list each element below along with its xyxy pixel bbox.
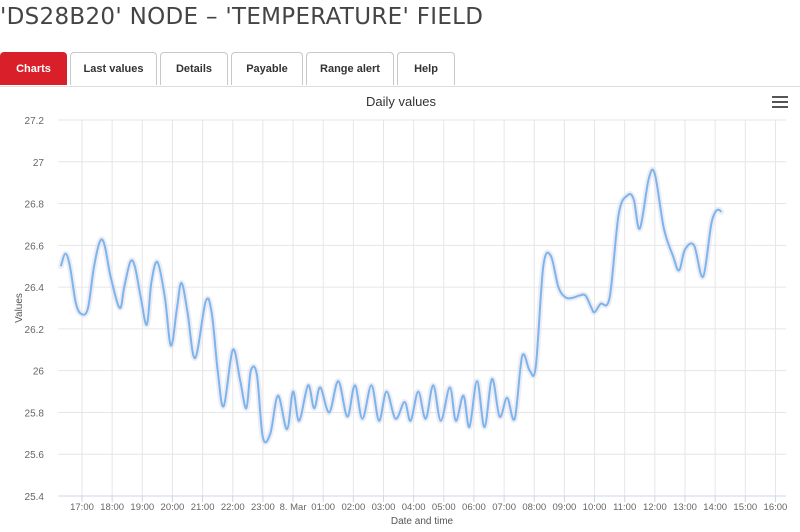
x-tick-label: 12:00 xyxy=(643,502,667,513)
x-tick-label: 20:00 xyxy=(161,502,185,513)
y-tick-label: 26.4 xyxy=(25,283,45,294)
x-tick-label: 18:00 xyxy=(100,502,124,513)
x-tick-label: 05:00 xyxy=(432,502,456,513)
y-tick-label: 25.4 xyxy=(25,492,45,503)
tab-bar: Charts Last values Details Payable Range… xyxy=(0,52,800,87)
x-tick-label: 07:00 xyxy=(492,502,516,513)
tab-last-values[interactable]: Last values xyxy=(70,52,157,85)
x-tick-label: 22:00 xyxy=(221,502,245,513)
y-tick-label: 27 xyxy=(33,158,45,169)
y-axis-label: Values xyxy=(14,293,25,323)
x-tick-label: 10:00 xyxy=(583,502,607,513)
chart-title: Daily values xyxy=(366,94,437,109)
tab-details[interactable]: Details xyxy=(160,52,228,85)
x-tick-label: 11:00 xyxy=(613,502,636,513)
x-tick-label: 06:00 xyxy=(462,502,486,513)
y-axis-ticks: 25.4 25.6 25.8 26 26.2 26.4 26.6 26.8 27 27.2 xyxy=(25,116,45,503)
daily-values-chart: Daily values 25.425.625.82626.226.426.62… xyxy=(14,94,788,527)
menu-icon[interactable] xyxy=(772,96,788,110)
x-tick-label: 17:00 xyxy=(70,502,94,513)
x-tick-label: 21:00 xyxy=(191,502,215,513)
y-tick-label: 25.6 xyxy=(25,450,45,461)
x-axis-label: Date and time xyxy=(391,516,454,527)
page-title: 'DS28B20' NODE – 'TEMPERATURE' FIELD xyxy=(0,4,484,30)
series-temperature xyxy=(59,168,723,444)
y-tick-label: 26.6 xyxy=(25,241,45,252)
x-tick-label: 16:00 xyxy=(764,502,788,513)
y-tick-label: 26 xyxy=(33,367,45,378)
y-tick-label: 26.2 xyxy=(25,325,45,336)
x-tick-label: 15:00 xyxy=(733,502,757,513)
x-tick-label: 8. Mar xyxy=(280,502,307,513)
x-tick-label: 03:00 xyxy=(372,502,396,513)
x-tick-label: 19:00 xyxy=(130,502,154,513)
tab-help[interactable]: Help xyxy=(397,52,455,85)
x-tick-label: 04:00 xyxy=(402,502,426,513)
tab-charts[interactable]: Charts xyxy=(0,52,67,85)
x-tick-label: 14:00 xyxy=(703,502,727,513)
x-tick-label: 13:00 xyxy=(673,502,697,513)
x-axis-ticks: 17:00 18:00 19:00 20:00 21:00 22:00 23:00 8. Ma… xyxy=(58,495,788,513)
y-tick-label: 26.8 xyxy=(25,200,45,211)
tab-range-alert[interactable]: Range alert xyxy=(306,52,394,85)
y-tick-label: 27.2 xyxy=(25,116,45,127)
y-tick-label: 25.8 xyxy=(25,408,45,419)
x-tick-label: 01:00 xyxy=(311,502,335,513)
x-tick-label: 23:00 xyxy=(251,502,275,513)
x-tick-label: 09:00 xyxy=(553,502,577,513)
x-tick-label: 02:00 xyxy=(341,502,365,513)
x-tick-label: 08:00 xyxy=(522,502,546,513)
series-line xyxy=(59,168,723,444)
tab-payable[interactable]: Payable xyxy=(231,52,303,85)
